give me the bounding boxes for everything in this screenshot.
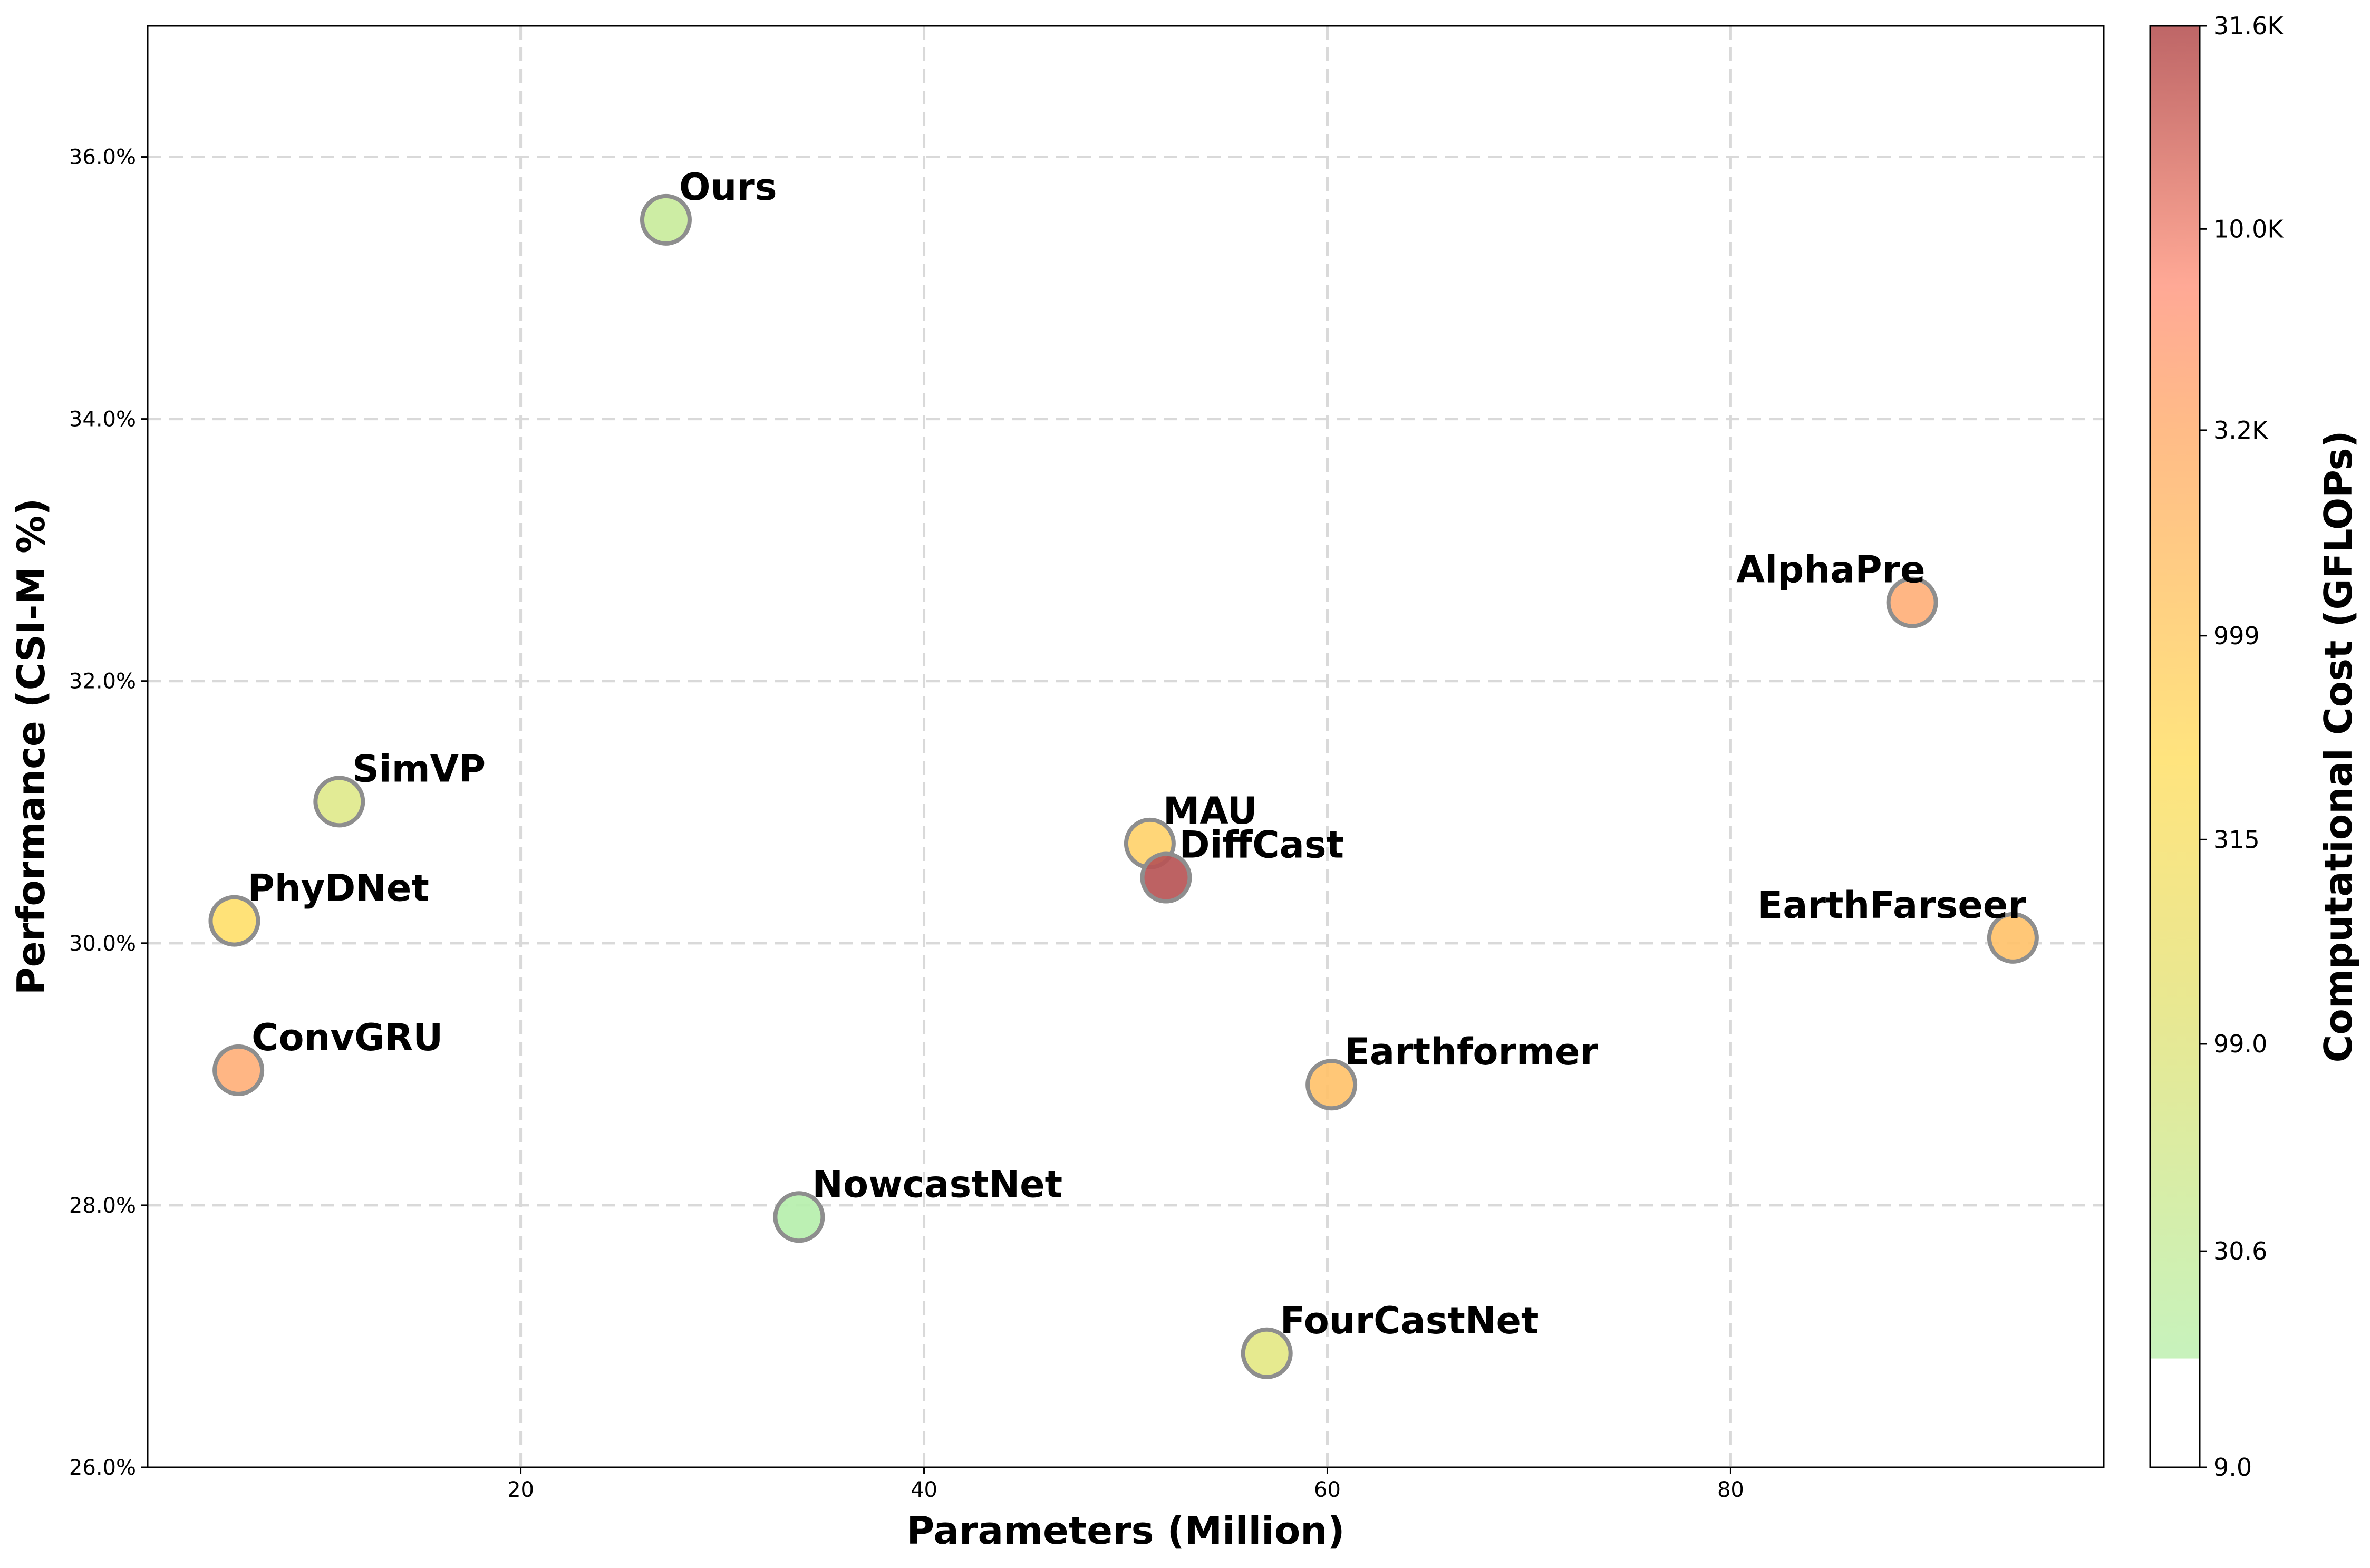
data-points <box>208 193 2039 1379</box>
point-label: PhyDNet <box>247 867 429 910</box>
x-tick-label: 20 <box>507 1478 534 1502</box>
data-point <box>1140 851 1192 904</box>
data-point <box>773 1191 825 1243</box>
point-label: DiffCast <box>1179 824 1344 867</box>
point-label: MAU <box>1163 789 1257 833</box>
x-tick-label: 80 <box>1717 1478 1744 1502</box>
colorbar-tick-label: 99.0 <box>2213 1030 2267 1058</box>
colorbar-ticks: 9.0 30.6 99.0 315 999 3.2K 10.0K 31.6K <box>2200 12 2284 1482</box>
y-tick-label: 36.0% <box>69 146 136 170</box>
y-tick-label: 26.0% <box>69 1456 136 1480</box>
grid-lines <box>148 26 2104 1467</box>
colorbar-tick-label: 10.0K <box>2213 215 2284 243</box>
colorbar-title: Computational Cost (GFLOPs) <box>2316 431 2361 1063</box>
data-point <box>640 193 692 246</box>
plot-frame <box>147 25 2105 1468</box>
data-point <box>313 776 365 828</box>
y-axis-title: Performance (CSI-M %) <box>9 498 53 995</box>
x-tick-label: 60 <box>1314 1478 1341 1502</box>
data-point <box>212 1044 265 1096</box>
colorbar-tick-label: 9.0 <box>2213 1453 2252 1482</box>
data-point <box>208 895 260 947</box>
point-label: Ours <box>679 166 777 209</box>
colorbar-tick-label: 3.2K <box>2213 416 2269 444</box>
colorbar <box>2149 25 2201 1468</box>
data-point <box>1886 576 1938 628</box>
colorbar-tick-label: 999 <box>2213 622 2260 650</box>
point-label: ConvGRU <box>251 1016 443 1059</box>
y-axis-ticks: 26.0% 28.0% 30.0% 32.0% 34.0% 36.0% <box>69 146 148 1480</box>
point-label: Earthformer <box>1344 1030 1598 1073</box>
y-tick-label: 28.0% <box>69 1194 136 1218</box>
x-axis-title: Parameters (Million) <box>907 1508 1345 1553</box>
point-label: NowcastNet <box>812 1163 1062 1206</box>
data-point <box>1241 1327 1293 1379</box>
y-tick-label: 32.0% <box>69 670 136 694</box>
colorbar-tick-label: 315 <box>2213 825 2260 854</box>
data-point <box>1987 912 2039 964</box>
colorbar-tick-label: 31.6K <box>2213 12 2284 40</box>
data-point <box>1305 1059 1358 1111</box>
x-tick-label: 40 <box>911 1478 937 1502</box>
y-tick-label: 34.0% <box>69 408 136 432</box>
point-label: FourCastNet <box>1280 1299 1539 1342</box>
point-label: EarthFarseer <box>1757 884 2026 927</box>
point-label: AlphaPre <box>1736 548 1926 592</box>
x-axis-ticks: 20 40 60 80 <box>507 1467 1744 1502</box>
point-labels: Ours SimVP PhyDNet ConvGRU NowcastNet MAUDiff… <box>247 166 2026 1342</box>
point-label: SimVP <box>352 747 486 790</box>
colorbar-tick-label: 30.6 <box>2213 1237 2267 1265</box>
y-tick-label: 30.0% <box>69 932 136 956</box>
